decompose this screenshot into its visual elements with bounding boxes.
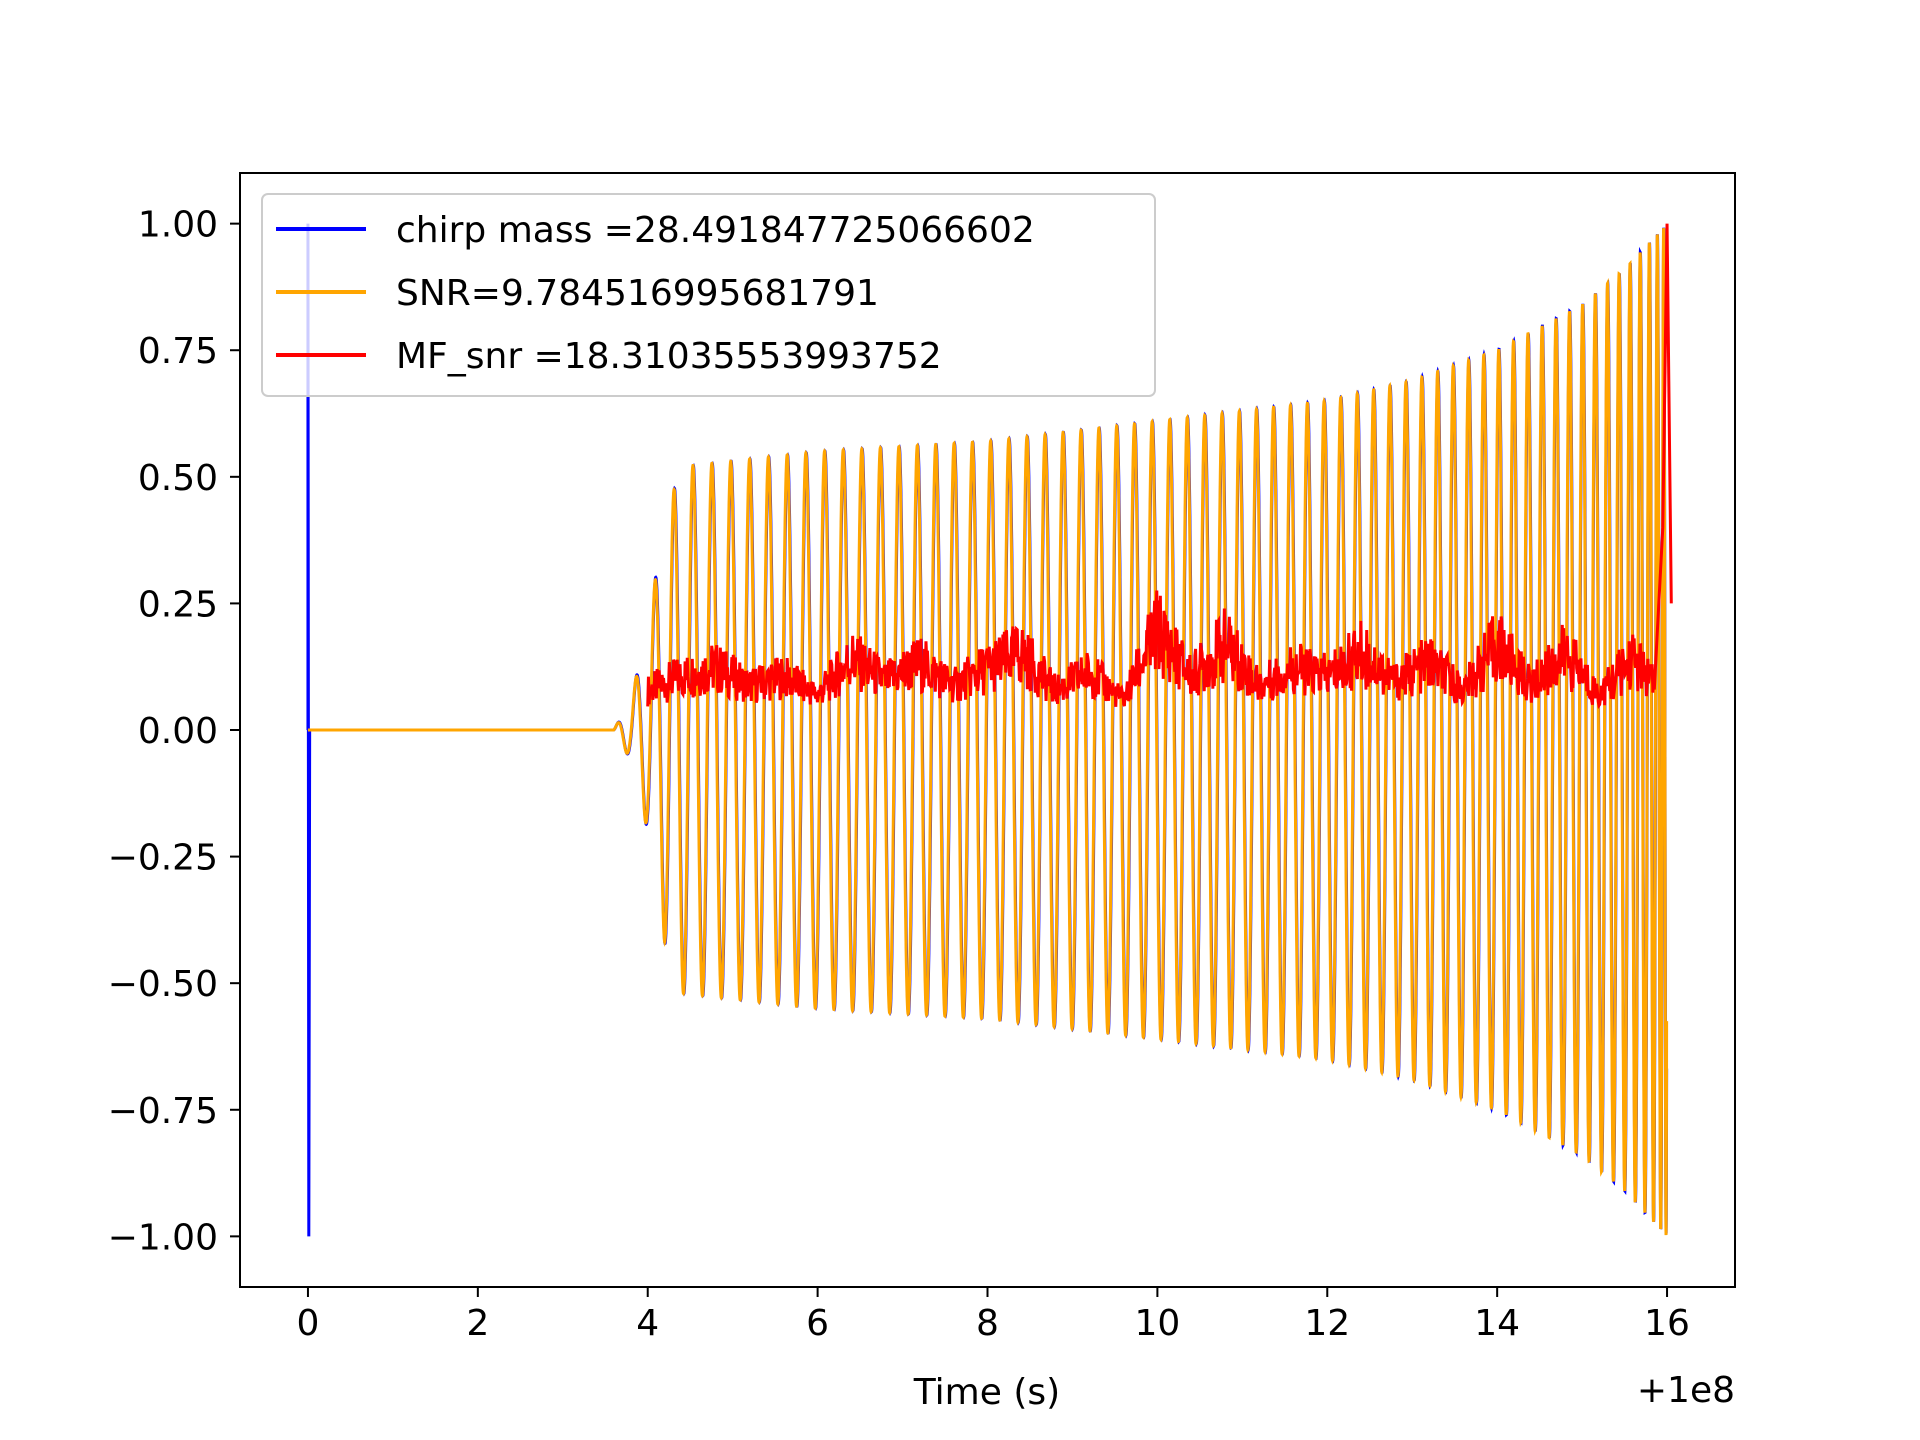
y-tick-label: −0.50 xyxy=(108,964,218,1005)
legend-label-mf-snr: MF_snr =18.31035553993752 xyxy=(396,336,942,377)
x-tick-label: 6 xyxy=(806,1303,829,1344)
y-tick-label: −0.75 xyxy=(108,1091,218,1132)
y-tick-label: 0.75 xyxy=(138,331,218,372)
legend: chirp mass =28.491847725066602 SNR=9.784… xyxy=(261,193,1156,397)
y-tick-label: 1.00 xyxy=(138,205,218,246)
x-tick-label: 8 xyxy=(976,1303,999,1344)
x-tick-label: 16 xyxy=(1644,1303,1690,1344)
x-axis: 0 2 4 6 8 10 12 14 16 xyxy=(297,1287,1690,1344)
legend-label-snr: SNR=9.784516995681791 xyxy=(396,273,879,314)
plot-area xyxy=(306,223,1673,1237)
x-tick-label: 4 xyxy=(636,1303,659,1344)
series-snr-line xyxy=(307,227,1669,1236)
y-axis: 1.00 0.75 0.50 0.25 0.00 −0.25 −0.50 −0.75 −1.00 xyxy=(108,205,240,1258)
y-tick-label: 0.00 xyxy=(138,711,218,752)
x-tick-label: 10 xyxy=(1134,1303,1180,1344)
x-tick-label: 2 xyxy=(466,1303,489,1344)
y-tick-label: −1.00 xyxy=(108,1217,218,1258)
y-tick-label: 0.50 xyxy=(138,458,218,499)
legend-label-chirp: chirp mass =28.491847725066602 xyxy=(396,210,1035,251)
series-mf-snr-line xyxy=(646,223,1673,710)
x-offset-label: +1e8 xyxy=(1637,1370,1735,1411)
y-tick-label: −0.25 xyxy=(108,838,218,879)
x-tick-label: 12 xyxy=(1304,1303,1350,1344)
y-tick-label: 0.25 xyxy=(138,584,218,625)
legend-box xyxy=(261,193,1156,397)
x-tick-label: 14 xyxy=(1474,1303,1520,1344)
x-tick-label: 0 xyxy=(297,1303,320,1344)
x-axis-label: Time (s) xyxy=(913,1372,1060,1413)
